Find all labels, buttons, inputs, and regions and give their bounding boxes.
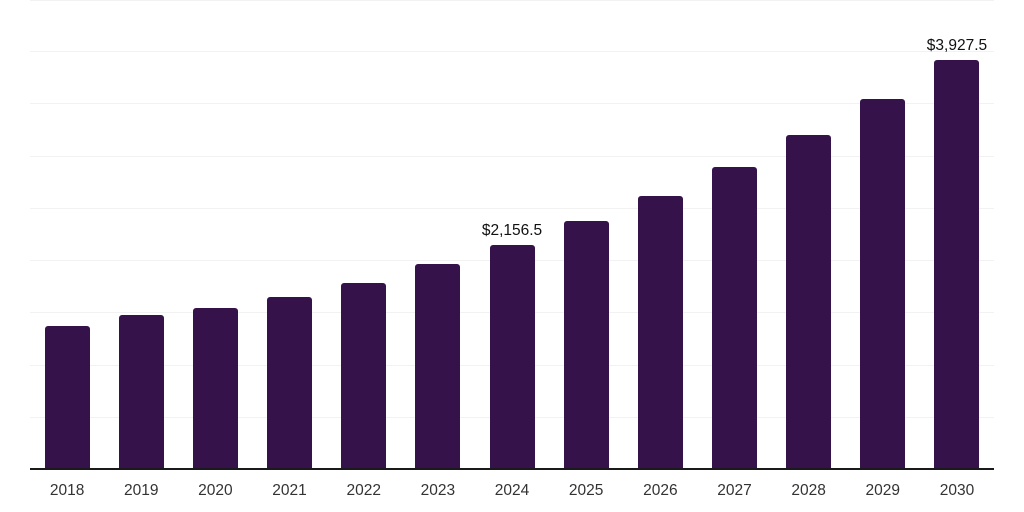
bar[interactable] [341,283,387,470]
bar[interactable] [118,314,164,470]
x-axis-label: 2020 [198,482,233,500]
x-axis-label: 2024 [494,482,530,500]
x-axis-label: 2023 [420,482,456,500]
x-axis-label: 2022 [346,482,381,500]
bar-series: $2,156.5 $3,927.5 [30,0,994,470]
bar-column [327,0,401,470]
bar[interactable] [192,307,238,470]
bar[interactable] [267,297,313,470]
x-axis-label: 2025 [568,482,604,500]
bar[interactable] [44,325,90,470]
gridline [30,0,994,1]
x-axis: 2018 2019 2020 2021 2022 2023 2024 2025 2026 2027… [30,470,994,512]
x-axis-label: 2026 [643,482,678,500]
bar-column [846,0,920,470]
x-axis-label: 2019 [123,482,159,500]
x-axis-label: 2018 [49,482,85,500]
bar-column: $3,927.5 [920,0,994,470]
bar[interactable] [563,221,609,470]
x-axis-label: 2029 [865,482,901,500]
gridline [30,51,994,53]
gridline [30,103,994,105]
bar-column [697,0,771,470]
bar[interactable] [786,134,832,470]
bar-column [178,0,252,470]
bar[interactable] [711,167,757,470]
bar-column [772,0,846,470]
x-axis-label: 2027 [717,482,752,500]
x-axis-line [30,468,994,470]
value-label: $3,927.5 [926,37,988,55]
value-label: $2,156.5 [481,222,543,240]
bar-column [252,0,326,470]
bar-column [401,0,475,470]
bar[interactable] [415,264,461,470]
x-axis-label: 2030 [939,482,975,500]
bar[interactable] [489,244,535,470]
plot-area: $2,156.5 $3,927.5 [30,0,994,470]
bar[interactable] [637,196,683,470]
x-axis-label: 2021 [272,482,307,500]
bar-column [30,0,104,470]
bar-column [104,0,178,470]
bar-column [623,0,697,470]
bar[interactable] [860,99,906,470]
gridline [30,155,994,157]
bar-column: $2,156.5 [475,0,549,470]
gridline [30,207,994,209]
bar[interactable] [934,59,980,470]
x-axis-label: 2028 [791,482,826,500]
bar-column [549,0,623,470]
